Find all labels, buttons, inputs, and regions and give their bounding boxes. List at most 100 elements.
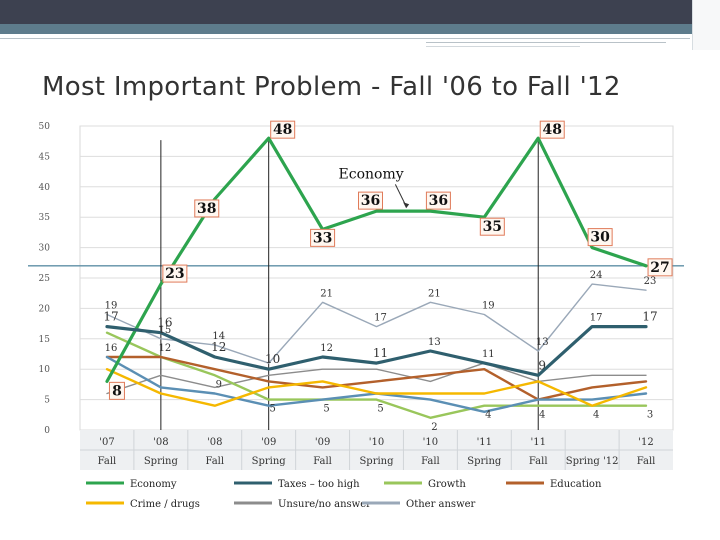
- series-line: [105, 325, 648, 377]
- y-tick-label: 5: [44, 396, 50, 406]
- x-tick-label: '12: [638, 437, 653, 448]
- data-label: 9: [538, 358, 546, 372]
- data-label: 23: [165, 266, 184, 282]
- data-label-box: [162, 264, 188, 283]
- data-label: 4: [485, 410, 491, 421]
- series-line: [105, 136, 648, 383]
- data-label: 36: [361, 193, 380, 209]
- data-label: 24: [590, 270, 603, 281]
- y-tick-label: 35: [39, 213, 51, 223]
- y-tick-label: 20: [39, 304, 51, 314]
- line-chart: 05101520253035404550'07Fall'08Spring'08F…: [28, 120, 684, 510]
- x-tick-label: '10: [369, 437, 384, 448]
- data-label: 17: [590, 313, 603, 324]
- data-label: 48: [542, 122, 561, 138]
- decorative-line: [426, 46, 580, 47]
- data-label: 3: [647, 410, 653, 421]
- x-tick-label: Fall: [205, 456, 224, 467]
- data-label: 17: [642, 310, 657, 324]
- annotation-label: Economy: [339, 166, 404, 182]
- data-label: 12: [211, 340, 226, 354]
- decorative-line: [0, 38, 690, 39]
- series-line: [106, 362, 647, 395]
- y-tick-label: 15: [39, 335, 51, 345]
- x-tick-label: '11: [530, 437, 545, 448]
- legend-label: Economy: [130, 479, 177, 490]
- x-tick-label: Spring: [252, 456, 287, 467]
- legend-label: Growth: [428, 479, 466, 490]
- data-label: 5: [269, 404, 275, 415]
- slide-top-bar: [0, 0, 720, 24]
- annotation-arrowhead: [403, 202, 410, 209]
- legend-label: Crime / drugs: [130, 499, 200, 510]
- y-tick-label: 10: [39, 365, 51, 375]
- data-label-box: [194, 199, 220, 218]
- x-tick-label: Fall: [421, 456, 440, 467]
- data-label: 15: [158, 325, 171, 336]
- data-label: 2: [431, 422, 437, 433]
- decorative-line: [426, 42, 666, 43]
- data-label: 17: [103, 310, 118, 324]
- x-tick-label: Fall: [529, 456, 548, 467]
- x-tick-label: Spring: [467, 456, 502, 467]
- decorative-corner-box: [692, 0, 720, 50]
- y-tick-label: 40: [39, 183, 51, 193]
- data-label: 8: [112, 383, 122, 399]
- x-tick-label: Fall: [637, 456, 656, 467]
- legend-label: Education: [550, 479, 602, 490]
- x-tick-label: Fall: [313, 456, 332, 467]
- data-label: 5: [323, 404, 329, 415]
- data-label-box: [310, 228, 336, 247]
- data-label: 35: [483, 219, 502, 235]
- data-label-box: [587, 228, 613, 247]
- x-tick-label: '09: [261, 437, 276, 448]
- data-label-box: [539, 120, 565, 139]
- data-label: 33: [313, 230, 332, 246]
- data-label: 19: [105, 300, 118, 311]
- x-tick-label: '08: [153, 437, 168, 448]
- data-label: 14: [212, 331, 225, 342]
- data-label-box: [425, 191, 451, 210]
- y-tick-label: 30: [39, 244, 51, 254]
- data-label: 4: [593, 410, 599, 421]
- data-label: 48: [273, 122, 292, 138]
- data-label-box: [479, 217, 505, 236]
- legend-label: Taxes – too high: [278, 479, 360, 490]
- series-line: [106, 283, 647, 364]
- y-tick-label: 0: [44, 426, 50, 436]
- series-line: [105, 355, 648, 401]
- x-tick-label: Spring: [144, 456, 179, 467]
- x-tick-label: Spring: [359, 456, 394, 467]
- series-line: [105, 367, 648, 407]
- data-label: 21: [428, 288, 441, 299]
- data-label-box: [358, 191, 383, 210]
- data-label: 21: [320, 288, 333, 299]
- data-label: 27: [650, 260, 669, 276]
- y-tick-label: 25: [39, 274, 51, 284]
- x-tick-label: '10: [423, 437, 438, 448]
- data-label: 36: [429, 193, 448, 209]
- annotation-arrow: [394, 184, 407, 207]
- data-label: 23: [644, 276, 657, 287]
- data-label-box: [647, 258, 673, 277]
- x-tick-label: '11: [477, 437, 492, 448]
- y-tick-label: 45: [39, 152, 51, 162]
- x-tick-label: Fall: [98, 456, 117, 467]
- slide-accent-strip: [0, 24, 720, 34]
- data-label: 4: [539, 410, 545, 421]
- data-label: 12: [320, 343, 333, 354]
- data-label: 38: [197, 201, 216, 217]
- data-label: 5: [377, 404, 383, 415]
- data-label: 16: [105, 343, 118, 354]
- data-label: 11: [373, 346, 388, 360]
- legend-label: Unsure/no answer: [278, 499, 371, 510]
- data-label-box: [270, 120, 296, 139]
- legend-label: Other answer: [406, 499, 476, 510]
- x-tick-label: '09: [315, 437, 330, 448]
- data-label: 9: [216, 379, 222, 390]
- x-tick-label: '08: [207, 437, 222, 448]
- data-label: 13: [536, 337, 549, 348]
- x-tick-label: Spring '12: [566, 456, 619, 467]
- data-label: 17: [374, 313, 387, 324]
- data-label: 12: [158, 343, 171, 354]
